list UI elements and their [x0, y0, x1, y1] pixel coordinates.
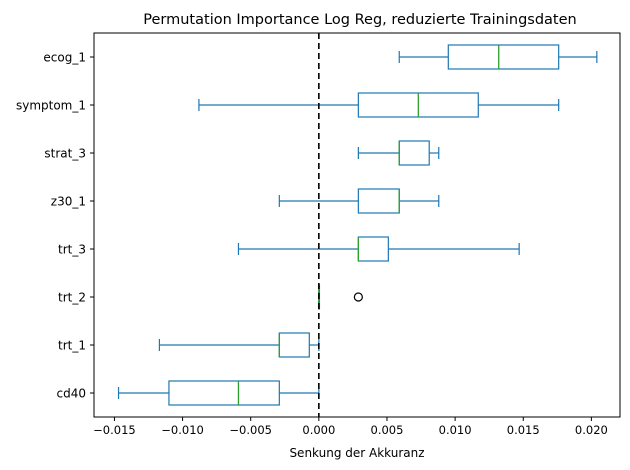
box-iqr	[278, 332, 310, 358]
box-iqr	[168, 380, 280, 406]
box-z30_1	[278, 188, 440, 214]
box-symptom_1	[198, 92, 560, 118]
y-tick-label: ecog_1	[43, 51, 86, 65]
x-axis: −0.015 −0.010 −0.005 0.000 0.005 0.010 0.015 0.…	[93, 417, 608, 437]
box-iqr	[357, 236, 389, 262]
outlier-point	[353, 292, 363, 302]
box-trt_3	[237, 236, 520, 262]
y-axis: ecog_1 symptom_1 strat_3 z30_1 trt_3 trt_2trt…	[16, 51, 94, 401]
x-tick-label: −0.005	[229, 423, 272, 437]
y-tick-label: trt_2	[58, 291, 86, 305]
y-tick-label: z30_1	[51, 195, 86, 209]
box-strat_3	[357, 140, 440, 166]
y-tick-label: symptom_1	[16, 99, 86, 113]
plot-frame	[93, 32, 621, 418]
x-tick-label: 0.010	[439, 423, 472, 437]
plot-area	[117, 33, 598, 417]
box-cd40	[117, 380, 320, 406]
box-iqr	[447, 44, 560, 70]
box-trt_1	[158, 332, 320, 358]
x-tick-label: 0.005	[371, 423, 404, 437]
y-tick-label: trt_1	[58, 339, 86, 353]
box-iqr	[357, 188, 400, 214]
x-tick-label: 0.000	[302, 423, 335, 437]
x-axis-label: Senkung der Akkuranz	[289, 446, 424, 460]
x-tick-label: 0.015	[507, 423, 540, 437]
y-tick-label: trt_3	[58, 243, 86, 257]
box-ecog_1	[398, 44, 598, 70]
x-tick-label: −0.015	[93, 423, 136, 437]
box-iqr	[398, 140, 430, 166]
chart-title: Permutation Importance Log Reg, reduzier…	[143, 12, 576, 28]
x-tick-label: −0.010	[161, 423, 204, 437]
y-tick-label: cd40	[57, 387, 86, 401]
y-tick-label: strat_3	[44, 147, 86, 161]
x-tick-label: 0.020	[575, 423, 608, 437]
box-trt_2	[318, 284, 363, 310]
